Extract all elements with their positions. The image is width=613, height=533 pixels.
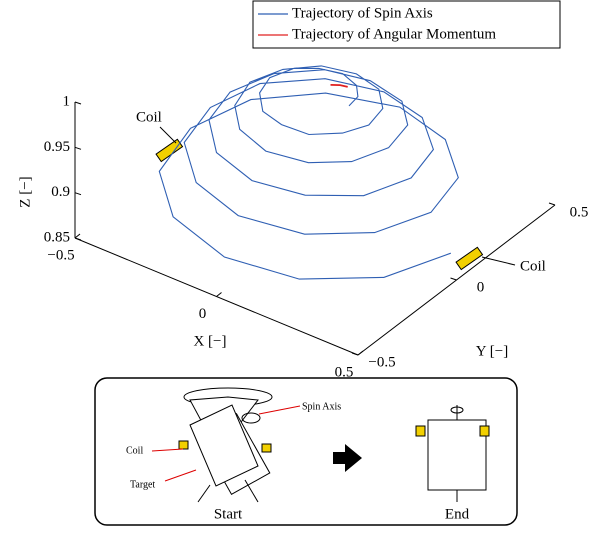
legend-label: Trajectory of Spin Axis (292, 5, 433, 21)
x-tick (358, 351, 363, 355)
z-tick (75, 102, 81, 104)
y-tick-label: 0.5 (570, 204, 589, 220)
x-tick-label: 0 (199, 306, 207, 322)
y-tick (549, 203, 555, 205)
figure: Z [−] X [−] Y [−] Coil Coil Spin Axis Co… (0, 0, 613, 533)
z-tick (75, 147, 81, 149)
x-tick (75, 234, 80, 238)
z-tick (75, 193, 81, 195)
x-axis-label: X [−] (193, 333, 226, 349)
inset: Spin Axis Coil Target Start End (95, 378, 517, 525)
coil-arrow (482, 257, 515, 265)
y-tick (451, 278, 457, 280)
coil-arrow (160, 127, 176, 143)
y-tick-label: −0.5 (368, 354, 395, 370)
legend-label: Trajectory of Angular Momentum (292, 26, 496, 42)
inset-label: Start (214, 506, 243, 522)
z-tick-label: 0.9 (51, 184, 70, 200)
inset-label: Spin Axis (302, 401, 341, 412)
coil-marker (456, 247, 482, 269)
z-tick-label: 0.95 (44, 139, 70, 155)
y-axis-label: Y [−] (476, 343, 508, 359)
trajectory (331, 85, 348, 87)
z-tick-label: 0.85 (44, 229, 70, 245)
x-tick-label: 0.5 (335, 364, 354, 380)
inset-label: End (445, 506, 470, 522)
z-axis-label: Z [−] (17, 176, 33, 207)
y-tick-label: 0 (477, 279, 485, 295)
annotation: Coil (520, 258, 546, 274)
annotation: Coil (136, 109, 162, 125)
x-tick (217, 293, 222, 297)
z-tick-label: 1 (63, 93, 71, 109)
inset-label: Target (130, 479, 155, 490)
trajectory (159, 66, 458, 279)
inset-label: Coil (126, 445, 143, 456)
x-tick-label: −0.5 (47, 247, 74, 263)
